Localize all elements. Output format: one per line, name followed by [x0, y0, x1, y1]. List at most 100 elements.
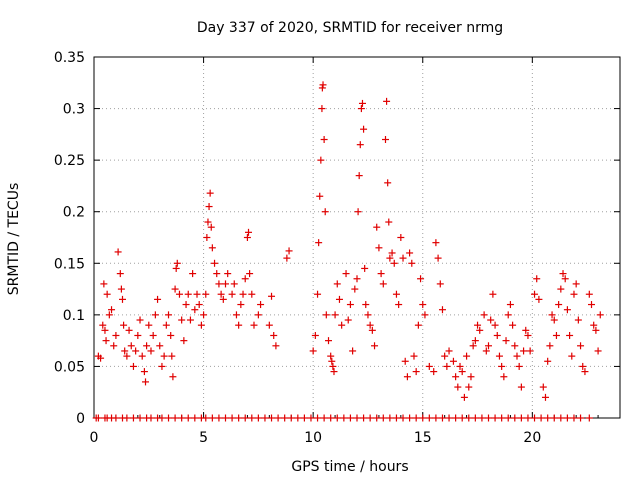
data-point: [399, 254, 407, 262]
data-point: [127, 342, 135, 350]
data-point: [180, 337, 188, 345]
data-point: [327, 414, 335, 422]
y-tick-label: 0.1: [63, 308, 85, 324]
data-point: [205, 203, 213, 211]
data-point: [572, 280, 580, 288]
data-point: [353, 414, 361, 422]
data-point: [491, 321, 499, 329]
data-point: [544, 357, 552, 365]
data-point: [596, 311, 604, 319]
data-point: [207, 223, 215, 231]
data-point: [590, 321, 598, 329]
data-point: [228, 290, 236, 298]
data-point: [147, 414, 155, 422]
data-point: [342, 270, 350, 278]
data-point: [118, 295, 126, 303]
data-point: [493, 331, 501, 339]
data-point: [454, 383, 462, 391]
data-point: [204, 218, 212, 226]
data-point: [386, 254, 394, 262]
data-point: [246, 270, 254, 278]
data-point: [366, 414, 374, 422]
data-point: [250, 321, 258, 329]
data-point: [412, 414, 420, 422]
data-point: [329, 362, 337, 370]
data-point: [123, 414, 131, 422]
data-point: [346, 414, 354, 422]
data-point: [541, 393, 549, 401]
data-point: [112, 414, 120, 422]
data-point: [208, 414, 216, 422]
data-point: [531, 290, 539, 298]
data-point: [143, 342, 151, 350]
data-point: [504, 414, 512, 422]
data-point: [360, 125, 368, 133]
data-point: [539, 383, 547, 391]
data-point: [325, 337, 333, 345]
data-point: [314, 290, 322, 298]
data-point: [557, 285, 565, 293]
data-point: [206, 189, 214, 197]
data-point: [570, 290, 578, 298]
data-point: [520, 347, 528, 355]
data-point: [478, 414, 486, 422]
data-point: [114, 248, 122, 256]
data-point: [368, 326, 376, 334]
data-point: [101, 326, 109, 334]
data-point: [388, 249, 396, 257]
data-point: [243, 234, 251, 241]
data-point: [200, 311, 208, 319]
data-point: [156, 342, 164, 350]
data-point: [550, 316, 558, 324]
data-point: [224, 270, 232, 278]
data-point: [362, 301, 370, 309]
data-point: [102, 337, 110, 345]
data-point: [110, 342, 118, 350]
data-point: [300, 414, 308, 422]
data-point: [500, 373, 508, 381]
data-point: [335, 295, 343, 303]
data-point: [445, 347, 453, 355]
data-point: [557, 414, 565, 422]
data-point: [340, 414, 348, 422]
data-point: [138, 352, 146, 360]
data-point: [585, 290, 593, 298]
data-point: [171, 285, 179, 293]
data-point: [333, 414, 341, 422]
y-tick-label: 0: [76, 411, 85, 427]
x-tick-label: 15: [414, 430, 432, 446]
data-point: [355, 172, 363, 180]
data-point: [100, 280, 108, 288]
data-point: [241, 414, 249, 422]
data-point: [588, 301, 596, 309]
data-point: [463, 352, 471, 360]
data-point: [517, 383, 525, 391]
data-point: [316, 192, 324, 200]
data-point: [254, 311, 262, 319]
data-point: [168, 352, 176, 360]
data-point: [495, 352, 503, 360]
data-point: [489, 290, 497, 298]
data-point: [160, 352, 168, 360]
data-point: [585, 414, 593, 422]
data-point: [592, 326, 600, 334]
data-point: [331, 311, 339, 319]
data-point: [358, 99, 366, 107]
data-point: [140, 368, 148, 376]
data-point: [414, 321, 422, 329]
data-point: [552, 331, 560, 339]
data-point: [165, 414, 173, 422]
data-point: [384, 179, 392, 187]
data-point: [281, 414, 289, 422]
data-point: [178, 414, 186, 422]
data-point: [338, 321, 346, 329]
data-point: [354, 208, 362, 216]
x-axis-title: GPS time / hours: [291, 459, 408, 475]
data-point: [165, 311, 173, 319]
data-point: [309, 347, 317, 355]
data-point: [272, 342, 280, 350]
data-point: [129, 414, 137, 422]
data-point: [172, 264, 180, 272]
data-point: [235, 414, 243, 422]
data-point: [219, 295, 227, 303]
